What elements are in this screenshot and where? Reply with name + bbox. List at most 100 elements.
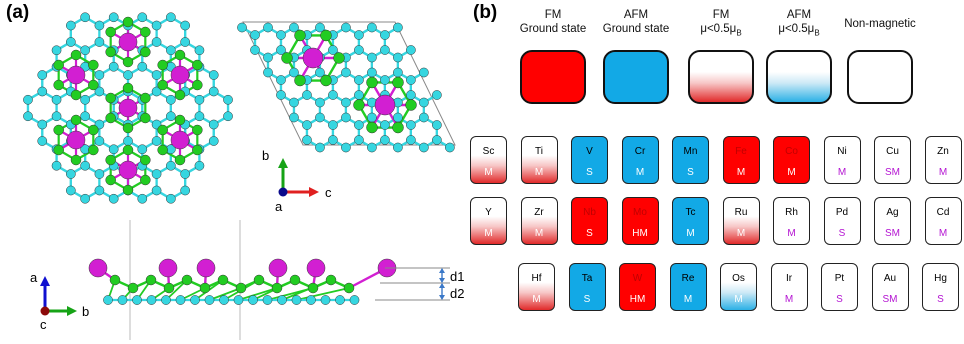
side-view-structure <box>88 220 397 340</box>
cyan-atom <box>354 45 364 55</box>
electronic-type-label: S <box>586 167 593 178</box>
cyan-atom <box>276 75 286 85</box>
element-cell-cu: Cu SM <box>874 136 911 184</box>
element-cell-zn: Zn M <box>924 136 962 184</box>
green-atom <box>343 282 355 294</box>
cyan-atom <box>23 111 33 122</box>
cyan-atom <box>94 70 105 80</box>
green-atom <box>289 274 301 286</box>
cyan-atom <box>166 94 176 105</box>
cyan-atom <box>123 70 133 80</box>
cyan-atom <box>263 22 273 33</box>
cyan-atom <box>151 37 162 47</box>
cyan-atom <box>194 45 205 56</box>
cyan-atom <box>51 94 62 105</box>
element-cell-fe: Fe M <box>722 136 760 184</box>
element-symbol: Hf <box>531 273 542 284</box>
cyan-atom <box>37 119 48 130</box>
element-symbol: Zn <box>937 146 949 157</box>
axis-label-c-side: c <box>40 317 47 332</box>
cyan-atom <box>341 112 351 123</box>
cyan-atom <box>180 169 191 179</box>
cyan-atom <box>289 22 299 33</box>
green-atom <box>157 144 168 156</box>
cyan-atom <box>208 86 219 97</box>
cyan-atom <box>180 185 191 196</box>
element-cell-mn: Mn S <box>672 136 709 184</box>
magenta-atom <box>66 130 86 150</box>
cyan-atom <box>393 112 403 123</box>
cyan-atom <box>80 160 90 171</box>
cyan-atom <box>432 90 442 100</box>
label-d1: d1 <box>450 269 464 284</box>
element-cell-re: Re M <box>669 263 707 311</box>
element-symbol: Cd <box>936 207 950 218</box>
electronic-type-label: M <box>683 294 693 305</box>
green-atom <box>320 74 332 87</box>
cyan-atom <box>302 135 312 145</box>
element-cell-os: Os M <box>720 263 757 311</box>
green-atom <box>192 124 203 136</box>
cyan-atom <box>354 90 364 100</box>
cyan-atom <box>237 22 247 33</box>
cyan-atom <box>80 12 90 23</box>
cyan-atom <box>108 144 119 155</box>
cyan-atom <box>65 37 76 47</box>
green-atom <box>392 76 404 89</box>
cyan-atom <box>51 160 62 171</box>
cyan-atom <box>166 12 176 23</box>
green-atom <box>88 59 99 71</box>
cyan-atom <box>419 97 429 108</box>
cyan-atom <box>406 45 416 55</box>
axis-label-b-top: b <box>262 148 269 163</box>
element-symbol: Pd <box>835 207 849 218</box>
magenta-atom <box>374 94 396 116</box>
element-cell-sc: Sc M <box>470 136 507 184</box>
cyan-atom <box>328 45 338 55</box>
cyan-atom <box>23 94 33 105</box>
element-cell-ir: Ir M <box>770 263 808 311</box>
top-view-structure <box>23 12 233 204</box>
cyan-atom <box>354 135 364 145</box>
green-atom <box>122 144 134 156</box>
cyan-atom <box>419 67 429 78</box>
cyan-atom <box>151 169 162 179</box>
electronic-type-label: M <box>736 167 746 178</box>
cyan-atom <box>151 20 162 31</box>
green-atom <box>157 79 168 91</box>
cyan-atom <box>341 97 351 108</box>
cyan-atom <box>276 30 286 40</box>
cyan-atom <box>380 75 390 85</box>
element-cell-nb: Nb S <box>571 197 608 245</box>
legend-title-afm: AFM Ground state <box>602 9 670 35</box>
green-atom <box>53 144 64 156</box>
green-atom <box>174 89 186 101</box>
cyan-atom <box>108 12 119 23</box>
cyan-atom <box>132 295 142 305</box>
cyan-atom <box>354 75 364 85</box>
panel-a-label: (a) <box>6 2 30 23</box>
green-atom <box>105 154 116 166</box>
electronic-type-label: S <box>583 294 591 305</box>
legend-title-fmw: FM μ<0.5μB <box>700 9 742 38</box>
cyan-atom <box>432 120 442 130</box>
green-atom <box>320 29 332 42</box>
cyan-atom <box>341 22 351 33</box>
cyan-atom <box>94 20 105 31</box>
cyan-atom <box>393 142 403 153</box>
legend-swatch-fm <box>520 50 586 104</box>
cyan-atom <box>291 295 302 305</box>
green-atom <box>405 99 417 111</box>
element-symbol: Y <box>485 207 492 218</box>
electronic-type-label: M <box>736 228 746 239</box>
element-symbol: Fe <box>735 146 747 157</box>
element-cell-mo: Mo HM <box>621 197 659 245</box>
legend-swatch-afm <box>603 50 669 104</box>
cyan-atom <box>380 135 390 145</box>
legend-title-afmw: AFM μ<0.5μB <box>778 9 820 38</box>
green-atom <box>70 49 82 61</box>
element-symbol: Mo <box>633 207 647 218</box>
electronic-type-label: M <box>784 294 794 305</box>
green-atom <box>105 92 116 104</box>
unit-cell-structure <box>237 21 456 153</box>
